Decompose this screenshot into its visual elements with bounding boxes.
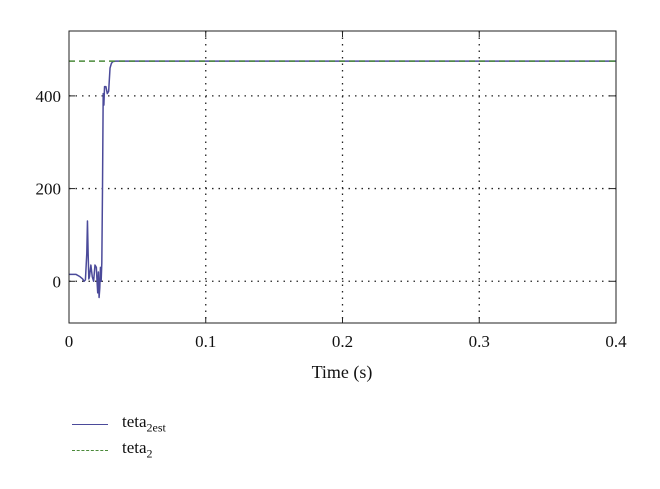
series-line-teta2est bbox=[69, 60, 616, 299]
tick-marks bbox=[68, 31, 617, 323]
x-tick-label: 0.3 bbox=[469, 332, 490, 351]
x-tick-label: 0.2 bbox=[332, 332, 353, 351]
chart: 0 0.1 0.2 0.3 0.4 0 200 400 Time (s) bbox=[36, 30, 628, 383]
legend-label: teta2est bbox=[122, 412, 166, 435]
legend: teta2est teta2 bbox=[72, 411, 166, 463]
y-tick-label: 200 bbox=[36, 180, 62, 199]
grid-lines bbox=[69, 31, 616, 323]
legend-swatch bbox=[72, 423, 108, 425]
x-tick-label: 0.4 bbox=[605, 332, 627, 351]
x-tick-label: 0.1 bbox=[195, 332, 216, 351]
series-group bbox=[69, 60, 616, 299]
legend-item-teta2: teta2 bbox=[72, 437, 166, 463]
tick-labels: 0 0.1 0.2 0.3 0.4 0 200 400 bbox=[36, 87, 628, 351]
x-tick-label: 0 bbox=[65, 332, 74, 351]
legend-item-teta2est: teta2est bbox=[72, 411, 166, 437]
y-tick-label: 400 bbox=[36, 87, 62, 106]
legend-swatch bbox=[72, 449, 108, 451]
x-axis-label: Time (s) bbox=[312, 362, 373, 383]
legend-label: teta2 bbox=[122, 438, 153, 461]
y-tick-label: 0 bbox=[53, 272, 62, 291]
